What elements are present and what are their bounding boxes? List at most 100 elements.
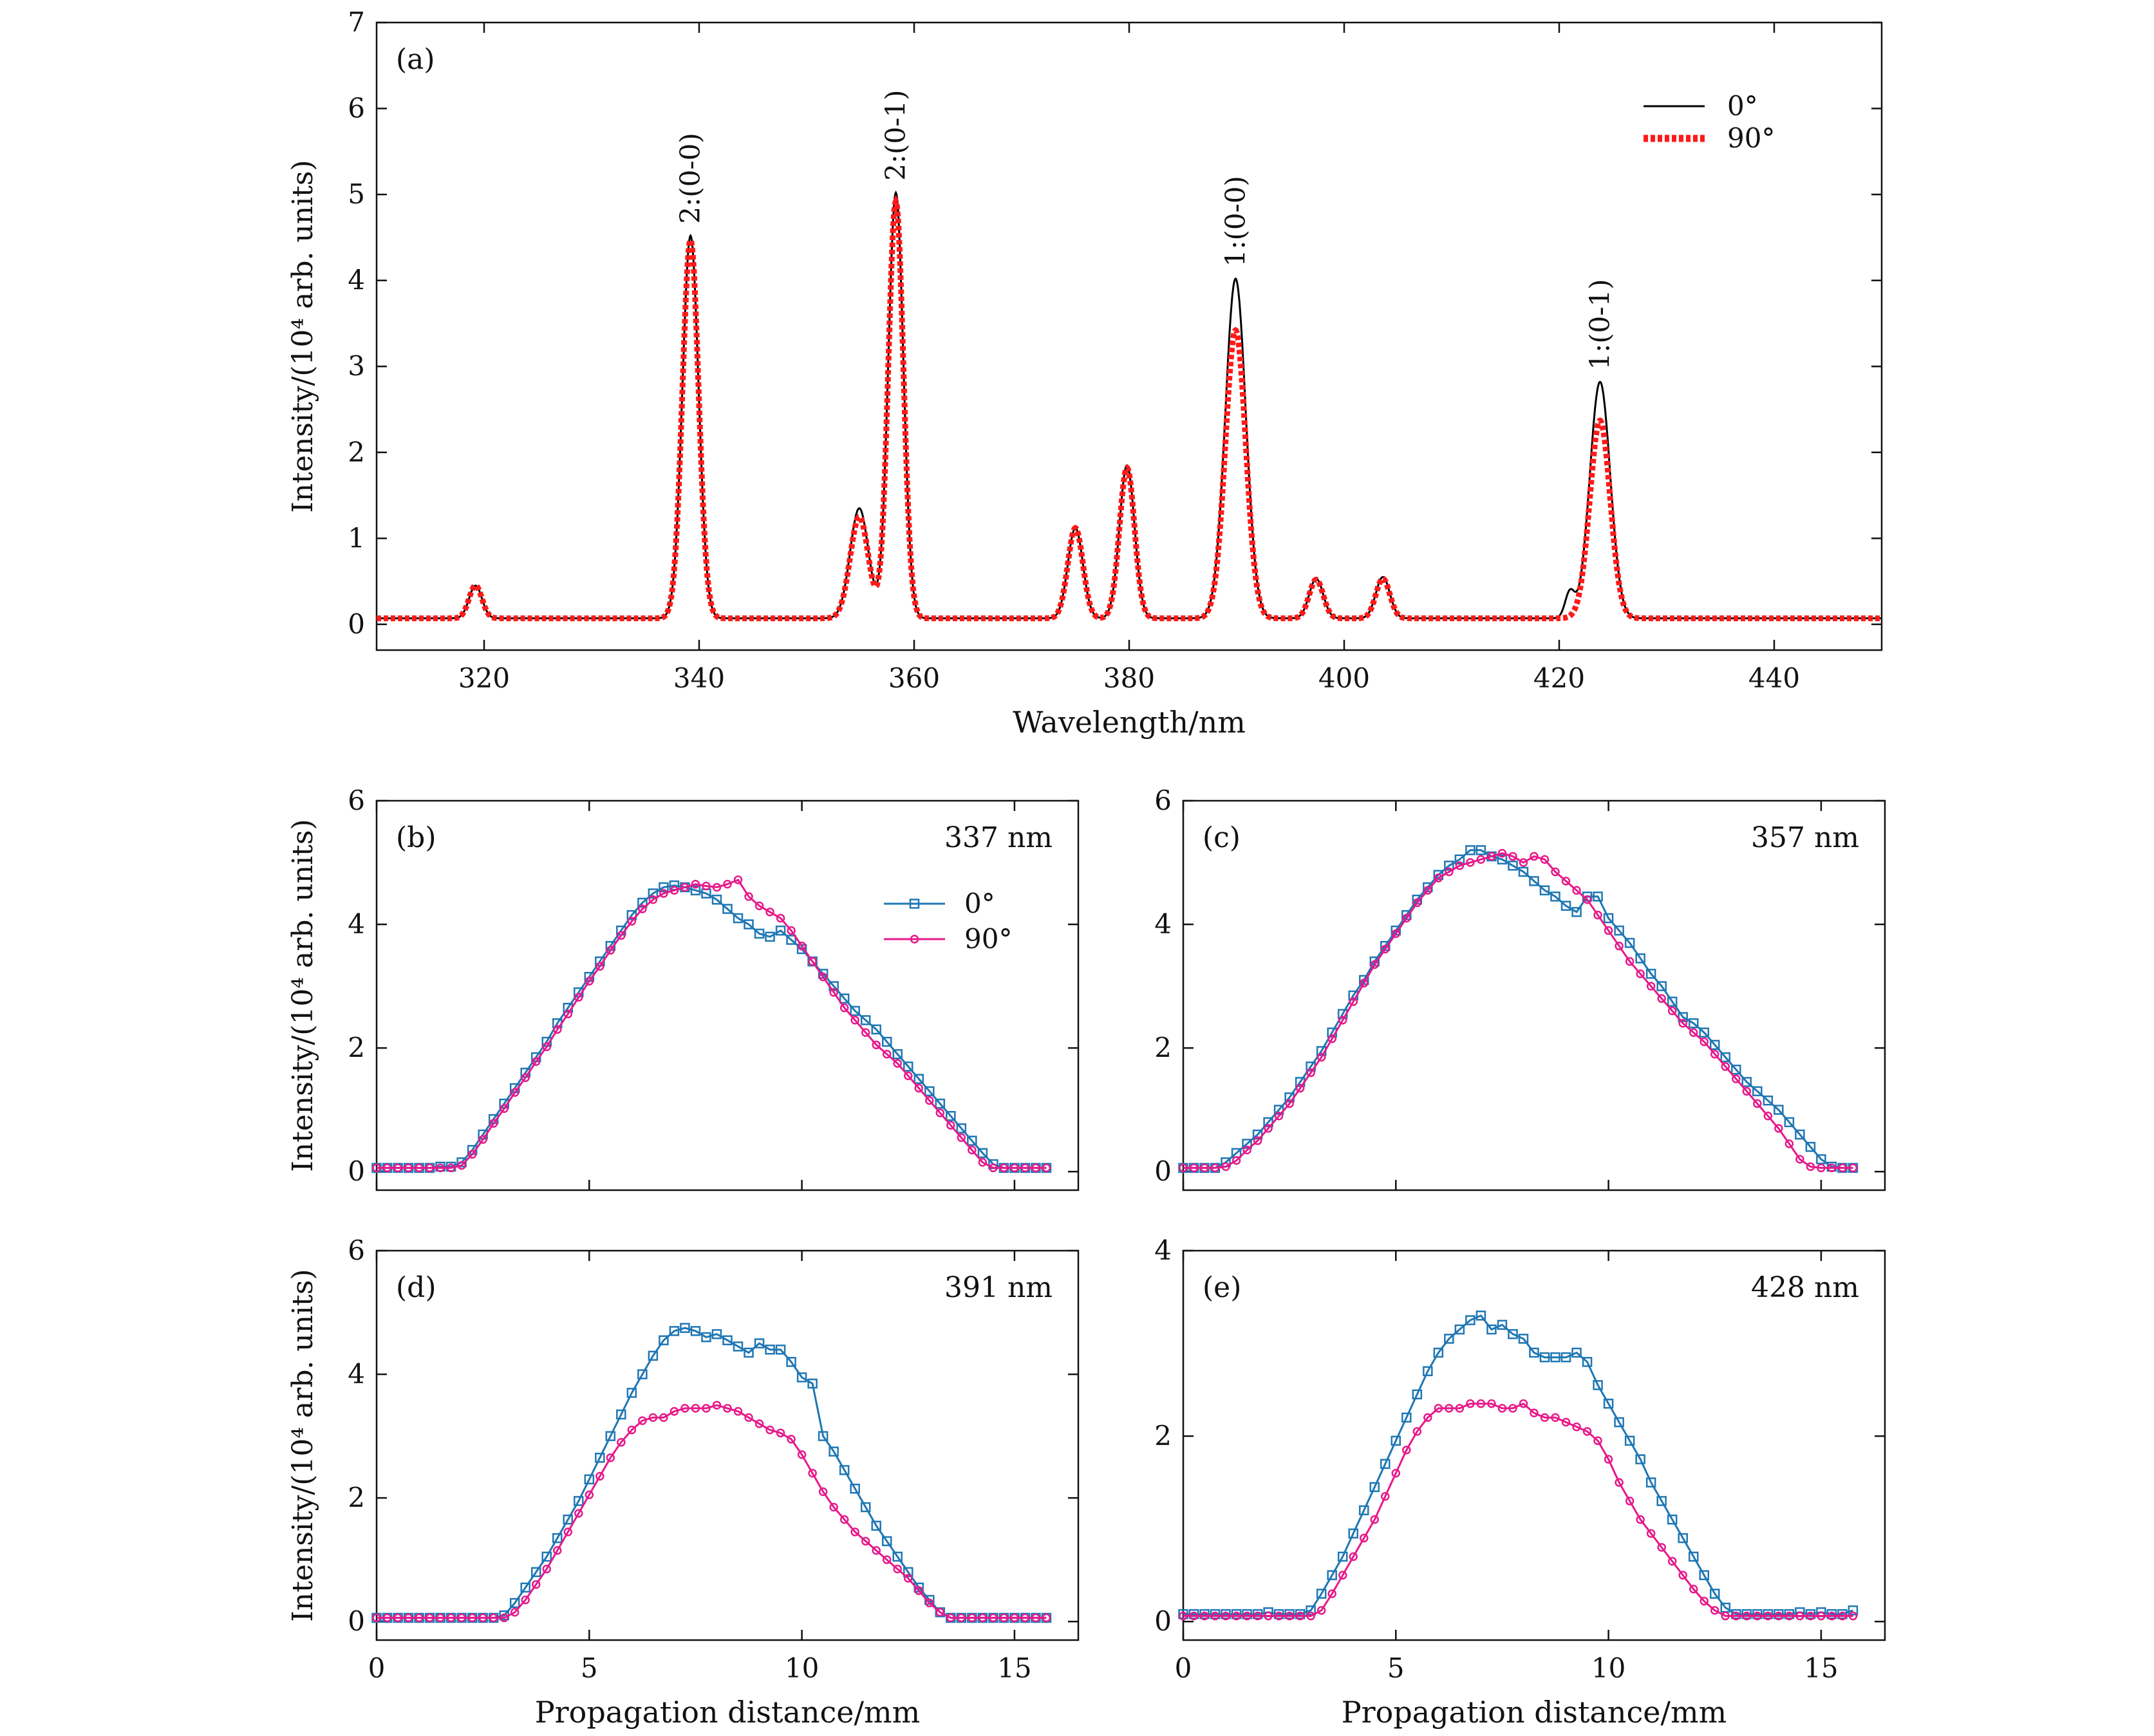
data-point-90deg	[659, 1413, 668, 1423]
data-point-90deg	[1572, 1422, 1581, 1432]
legend-label: 90°	[1727, 122, 1775, 154]
y-tick-label: 4	[348, 1358, 365, 1390]
data-point-0deg	[765, 931, 775, 942]
data-point-90deg	[1593, 1436, 1602, 1446]
y-tick-label: 4	[348, 265, 365, 296]
data-point-90deg	[1689, 1585, 1698, 1594]
y-tick-label: 2	[1154, 1032, 1172, 1063]
data-point-90deg	[989, 1613, 998, 1623]
data-point-0deg	[786, 1357, 796, 1367]
data-point-0deg	[1475, 1311, 1486, 1321]
y-tick-label: 4	[1154, 908, 1172, 940]
data-point-90deg	[1338, 1571, 1347, 1580]
data-point-90deg	[1689, 1028, 1698, 1037]
data-point-90deg	[1519, 1399, 1528, 1408]
data-point-90deg	[627, 1425, 637, 1435]
data-point-90deg	[1253, 1136, 1262, 1145]
data-point-0deg	[605, 1431, 616, 1441]
data-point-90deg	[1285, 1099, 1294, 1108]
data-point-0deg	[892, 1551, 903, 1562]
data-point-0deg	[1710, 1589, 1720, 1599]
y-tick-label: 0	[1154, 1605, 1172, 1637]
data-point-90deg	[638, 904, 647, 913]
data-point-90deg	[1763, 1112, 1773, 1121]
data-point-0deg	[574, 1496, 584, 1506]
data-point-90deg	[957, 1133, 966, 1143]
data-point-0deg	[659, 882, 669, 893]
data-point-90deg	[1604, 926, 1613, 935]
data-point-90deg	[1232, 1611, 1241, 1621]
data-point-90deg	[1678, 1018, 1687, 1028]
data-point-90deg	[574, 993, 583, 1002]
data-point-90deg	[393, 1163, 402, 1173]
peak-annotation: 1:(0-0)	[1219, 176, 1251, 266]
data-point-90deg	[1774, 1124, 1783, 1133]
data-point-0deg	[818, 1431, 829, 1441]
wavelength-label: 337 nm	[944, 821, 1053, 854]
data-point-0deg	[1624, 938, 1635, 948]
data-point-90deg	[1646, 982, 1656, 991]
panel-label: (e)	[1203, 1271, 1241, 1304]
data-point-90deg	[754, 901, 764, 911]
data-point-90deg	[1551, 1413, 1560, 1423]
data-point-0deg	[1645, 1477, 1656, 1488]
data-point-90deg	[829, 987, 838, 997]
data-point-0deg	[1774, 1105, 1784, 1115]
data-point-90deg	[404, 1613, 413, 1623]
data-point-0deg	[1603, 1398, 1614, 1409]
data-point-90deg	[712, 882, 722, 892]
y-tick-label: 3	[348, 350, 365, 382]
data-point-90deg	[372, 1163, 381, 1173]
data-point-0deg	[1316, 1589, 1327, 1599]
data-point-90deg	[744, 892, 753, 901]
data-point-90deg	[733, 875, 743, 884]
data-point-90deg	[659, 889, 668, 898]
data-point-90deg	[1487, 852, 1496, 861]
data-point-0deg	[711, 894, 722, 905]
data-point-90deg	[957, 1613, 966, 1623]
data-point-90deg	[500, 1613, 509, 1623]
y-axis-label: Intensity/(10⁴ arb. units)	[286, 160, 319, 512]
data-point-90deg	[808, 957, 817, 966]
data-point-90deg	[1561, 877, 1571, 886]
data-point-90deg	[1721, 1611, 1730, 1621]
data-point-0deg	[690, 1326, 701, 1336]
data-point-90deg	[1476, 1399, 1486, 1408]
data-point-90deg	[531, 1057, 541, 1067]
data-point-90deg	[1838, 1611, 1847, 1621]
data-point-90deg	[787, 926, 796, 935]
data-point-0deg	[1645, 969, 1656, 979]
data-point-90deg	[1274, 1112, 1284, 1121]
data-point-0deg	[1497, 1320, 1508, 1330]
series-line-90deg	[377, 194, 1882, 622]
data-point-0deg	[1444, 861, 1454, 871]
data-point-0deg	[1359, 1505, 1369, 1516]
data-point-0deg	[1306, 1605, 1316, 1616]
data-point-90deg	[415, 1163, 424, 1173]
y-tick-label: 6	[348, 93, 365, 124]
data-point-0deg	[765, 1344, 775, 1355]
data-point-0deg	[1571, 1347, 1582, 1358]
data-point-0deg	[1752, 1609, 1763, 1619]
data-point-0deg	[1699, 1570, 1709, 1580]
data-point-0deg	[1763, 1609, 1774, 1619]
data-point-90deg	[1657, 994, 1666, 1003]
data-point-90deg	[1487, 1399, 1496, 1408]
data-point-90deg	[733, 1406, 743, 1416]
data-point-90deg	[1253, 1611, 1262, 1621]
data-point-90deg	[787, 1435, 796, 1444]
data-point-90deg	[521, 1595, 530, 1605]
data-point-0deg	[1848, 1605, 1859, 1616]
data-point-90deg	[531, 1580, 541, 1589]
data-point-90deg	[1806, 1162, 1815, 1171]
data-point-0deg	[1539, 1352, 1550, 1363]
data-point-90deg	[1338, 1016, 1347, 1025]
panel-label: (d)	[396, 1271, 436, 1304]
data-point-90deg	[1817, 1611, 1826, 1621]
data-point-0deg	[1805, 1609, 1816, 1619]
data-point-90deg	[1327, 1589, 1336, 1598]
data-point-90deg	[1551, 867, 1560, 877]
data-point-0deg	[1582, 1357, 1593, 1367]
data-point-0deg	[1763, 1096, 1774, 1106]
data-point-0deg	[1741, 1077, 1752, 1087]
